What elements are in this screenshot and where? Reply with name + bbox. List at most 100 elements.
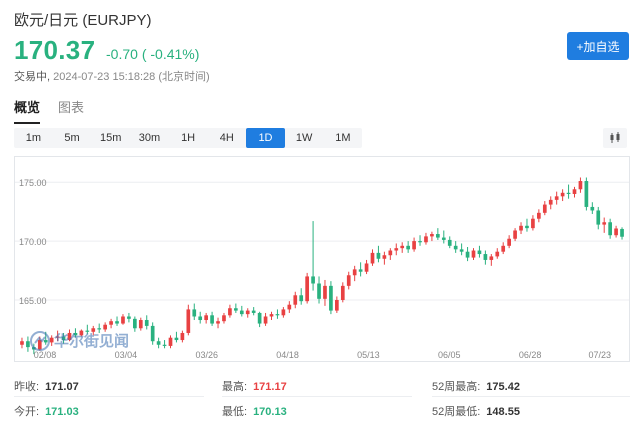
- add-watchlist-button[interactable]: +加自选: [567, 32, 629, 60]
- candle-body: [43, 340, 48, 343]
- period-1d[interactable]: 1D: [246, 128, 285, 148]
- candle-body: [138, 320, 143, 329]
- candle-body: [329, 285, 333, 311]
- candle-body: [79, 330, 84, 336]
- period-1m[interactable]: 1m: [25, 132, 41, 144]
- candle-body: [269, 314, 274, 317]
- watermark: 华尔街见闻: [30, 330, 129, 351]
- trading-status: 交易中, 2024-07-23 15:18:28 (北京时间): [14, 68, 210, 84]
- candle-body: [370, 252, 375, 264]
- candle-body: [115, 321, 119, 324]
- candle-body: [477, 250, 482, 255]
- candle-body: [335, 299, 339, 311]
- candle-body: [459, 249, 464, 252]
- candle-body: [198, 316, 203, 321]
- candle-body: [453, 245, 458, 250]
- watermark-text: 华尔街见闻: [54, 332, 130, 350]
- tab-chart[interactable]: 图表: [58, 100, 85, 115]
- candle-body: [566, 192, 571, 194]
- candle-body: [293, 295, 298, 305]
- candle-body: [400, 245, 405, 249]
- stat-value: 148.55: [486, 406, 520, 418]
- period-1w[interactable]: 1W: [295, 132, 313, 144]
- candle-body: [548, 199, 553, 205]
- candle-body: [180, 332, 185, 341]
- candle-body: [364, 263, 369, 272]
- stat-label: 52周最高:: [432, 381, 481, 393]
- candle-body: [418, 241, 422, 243]
- price-chart[interactable]: 175.00 170.00 165.00 02/08 03/04 03/26 04/18 05…: [14, 156, 630, 362]
- candle-body: [340, 285, 345, 300]
- stat-label: 最高:: [222, 381, 248, 393]
- candle-body: [55, 336, 60, 338]
- candle-body: [590, 206, 595, 211]
- candle-body: [323, 285, 327, 299]
- candle-body: [537, 212, 541, 219]
- candle-body: [572, 189, 577, 194]
- candle-body: [168, 337, 173, 346]
- y-tick-label: 170.00: [19, 237, 47, 247]
- stat-value: 175.42: [486, 381, 520, 393]
- candle-body: [174, 337, 179, 341]
- stat-label: 昨收:: [14, 381, 40, 393]
- candle-body: [281, 309, 286, 316]
- stat-52w-high: 52周最高: 175.42: [432, 378, 520, 394]
- candle-body: [162, 344, 167, 346]
- candle-body: [542, 204, 547, 213]
- candle-body: [560, 192, 565, 197]
- candle-body: [471, 250, 476, 258]
- status-label: 交易中,: [14, 71, 51, 83]
- candle-body: [222, 315, 226, 322]
- candle-body: [608, 222, 612, 236]
- candle-body: [91, 328, 96, 332]
- period-5m[interactable]: 5m: [64, 132, 80, 144]
- x-tick-label: 03/26: [195, 350, 218, 360]
- price-change: -0.70 ( -0.41%): [106, 46, 199, 62]
- period-30m[interactable]: 30m: [138, 132, 161, 144]
- stat-value: 170.13: [253, 406, 287, 418]
- candle-body: [49, 337, 54, 343]
- candle-body: [234, 308, 238, 311]
- candle-body: [376, 252, 381, 259]
- stat-label: 今开:: [14, 406, 40, 418]
- tab-overview[interactable]: 概览: [14, 97, 41, 124]
- x-tick-label: 06/28: [519, 350, 542, 360]
- candle-body: [311, 276, 315, 284]
- candle-body: [578, 181, 583, 190]
- candle-body: [127, 316, 131, 319]
- candle-body: [239, 310, 244, 315]
- candle-body: [245, 310, 250, 315]
- candle-body: [602, 222, 607, 225]
- period-selector: 1m 5m 15m 30m 1H 4H 1D 1W 1M: [14, 128, 363, 148]
- candle-body: [287, 304, 292, 310]
- candle-body: [97, 328, 102, 330]
- candle-body: [406, 245, 410, 250]
- stat-open: 今开: 171.03: [14, 403, 79, 419]
- candle-body: [447, 239, 452, 246]
- period-4h[interactable]: 4H: [219, 132, 234, 144]
- candle-body: [103, 324, 107, 330]
- candle-body: [614, 228, 618, 236]
- y-tick-label: 165.00: [19, 296, 47, 306]
- candle-body: [204, 315, 208, 321]
- change-value: -0.70: [106, 46, 138, 62]
- chart-type-button[interactable]: [603, 128, 627, 148]
- candle-body: [317, 283, 321, 299]
- stat-prev-close: 昨收: 171.07: [14, 378, 79, 394]
- candle-body: [358, 269, 363, 272]
- period-1h[interactable]: 1H: [181, 132, 196, 144]
- candle-body: [513, 230, 517, 239]
- candle-body: [465, 251, 470, 258]
- brand-logo-icon: [30, 330, 50, 351]
- candle-body: [251, 310, 256, 313]
- candle-body: [519, 225, 523, 231]
- candle-body: [109, 321, 113, 325]
- candle-body: [61, 336, 66, 341]
- x-tick-label: 03/04: [115, 350, 138, 360]
- x-tick-label: 07/23: [588, 350, 611, 360]
- candle-body: [346, 275, 351, 286]
- candle-body: [436, 234, 440, 238]
- candle-body: [441, 237, 446, 240]
- period-15m[interactable]: 15m: [100, 132, 122, 144]
- period-1mo[interactable]: 1M: [335, 132, 351, 144]
